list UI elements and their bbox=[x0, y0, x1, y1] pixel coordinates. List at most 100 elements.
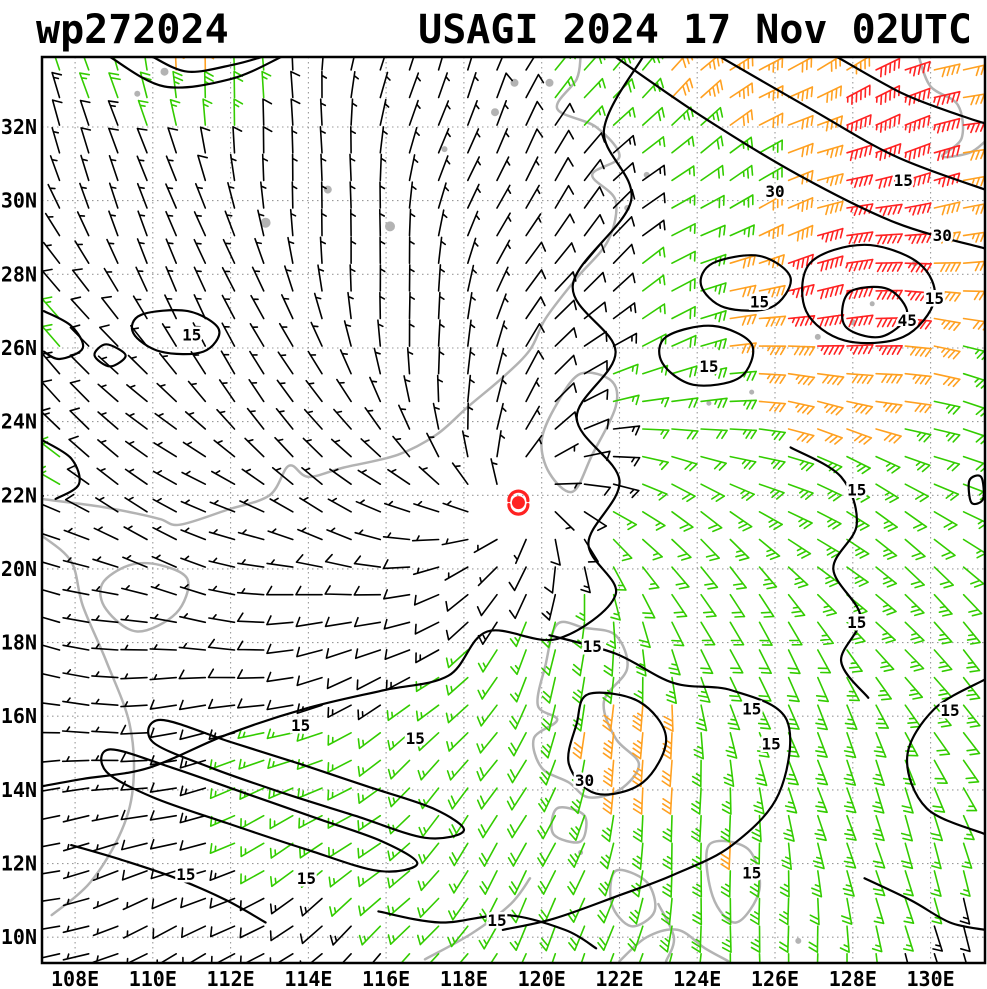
wind-barb bbox=[152, 470, 177, 485]
wind-barb bbox=[237, 698, 265, 709]
wind-barb bbox=[962, 345, 985, 361]
wind-barb bbox=[962, 290, 985, 301]
wind-barb bbox=[320, 153, 327, 182]
axis-tick-label: 126E bbox=[751, 967, 799, 989]
wind-barb bbox=[758, 649, 772, 674]
wind-barb bbox=[473, 538, 498, 554]
wind-barb bbox=[137, 99, 149, 126]
wind-barb bbox=[42, 702, 61, 706]
wind-barb bbox=[496, 156, 511, 182]
wind-barb bbox=[721, 787, 732, 815]
wind-barb bbox=[135, 266, 148, 292]
wind-barb bbox=[962, 64, 985, 77]
wind-barb bbox=[729, 254, 756, 269]
wind-barb bbox=[729, 538, 750, 562]
wind-barb bbox=[521, 953, 527, 963]
wind-barb bbox=[64, 493, 90, 513]
wind-barb bbox=[729, 621, 745, 646]
axis-tick-label: 10N bbox=[1, 925, 37, 949]
wind-barb bbox=[62, 953, 90, 961]
wind-barb bbox=[207, 698, 236, 710]
wind-barb bbox=[904, 593, 925, 617]
island-dot bbox=[869, 301, 875, 307]
wind-barb bbox=[642, 219, 666, 237]
wind-barb bbox=[933, 483, 960, 501]
wind-barb bbox=[149, 613, 177, 624]
wind-barb bbox=[507, 759, 527, 784]
wind-barb bbox=[700, 164, 725, 182]
wind-barb bbox=[817, 314, 845, 328]
wind-barb bbox=[580, 566, 591, 594]
wind-barb bbox=[467, 237, 479, 264]
wind-barb bbox=[61, 726, 90, 734]
wind-barb bbox=[239, 499, 265, 513]
wind-barb bbox=[700, 338, 727, 351]
wind-barb bbox=[962, 372, 985, 389]
wind-barb bbox=[169, 99, 181, 126]
isotach-contour bbox=[147, 718, 465, 840]
axis-tick-label: 20N bbox=[1, 557, 37, 581]
wind-barb bbox=[417, 759, 440, 781]
wind-barb bbox=[962, 428, 985, 445]
wind-barb bbox=[875, 455, 901, 474]
wind-barb bbox=[725, 732, 738, 759]
wind-barb bbox=[437, 72, 450, 99]
wind-barb bbox=[327, 787, 352, 801]
wind-barb bbox=[319, 98, 327, 126]
wind-barb bbox=[251, 266, 265, 292]
island-dot bbox=[795, 937, 802, 944]
wind-barb bbox=[62, 697, 90, 706]
wind-barb bbox=[123, 525, 148, 541]
wind-barb bbox=[353, 616, 382, 628]
wind-barb bbox=[269, 842, 294, 859]
wind-barb bbox=[179, 729, 207, 741]
wind-barb bbox=[671, 566, 690, 590]
wind-barb bbox=[846, 455, 871, 475]
wind-barb bbox=[179, 584, 207, 596]
wind-barb bbox=[139, 71, 152, 99]
wind-barb bbox=[284, 265, 294, 292]
wind-barb bbox=[227, 182, 236, 209]
wind-barb bbox=[875, 143, 902, 161]
wind-barb bbox=[476, 787, 498, 810]
wind-barb bbox=[875, 233, 903, 245]
wind-barb bbox=[583, 360, 608, 375]
wind-barb bbox=[933, 290, 962, 302]
wind-barb bbox=[207, 638, 236, 651]
wind-barb bbox=[417, 953, 440, 963]
wind-barb bbox=[398, 404, 411, 430]
wind-barb bbox=[333, 408, 352, 430]
wind-barb bbox=[817, 200, 844, 216]
wind-barb bbox=[357, 469, 382, 485]
wind-barb bbox=[872, 787, 885, 814]
wind-barb bbox=[417, 925, 440, 946]
wind-barb bbox=[413, 593, 440, 606]
axis-tick-label: 118E bbox=[440, 967, 488, 989]
wind-barb bbox=[904, 372, 932, 385]
contour-label: 15 bbox=[176, 865, 195, 884]
wind-barb bbox=[537, 814, 557, 840]
wind-barb bbox=[786, 704, 800, 730]
wind-barb bbox=[287, 236, 295, 264]
wind-barb bbox=[328, 842, 352, 858]
island-dot bbox=[441, 146, 448, 153]
wind-barb bbox=[96, 467, 119, 485]
wind-barb bbox=[875, 173, 903, 189]
wind-barb bbox=[661, 759, 673, 788]
wind-barb bbox=[97, 411, 119, 430]
wind-barb bbox=[758, 566, 778, 590]
wind-barb bbox=[583, 132, 606, 154]
wind-barb bbox=[274, 436, 294, 458]
wind-barb bbox=[237, 529, 265, 541]
wind-barb bbox=[122, 555, 148, 568]
wind-barb bbox=[554, 184, 575, 209]
wind-barb bbox=[845, 258, 874, 272]
wind-barb bbox=[583, 214, 605, 237]
wind-barb bbox=[962, 400, 985, 417]
wind-barb bbox=[496, 375, 507, 403]
wind-barb bbox=[97, 383, 119, 403]
wind-barb bbox=[842, 870, 855, 897]
island-dot bbox=[491, 108, 499, 117]
wind-barb bbox=[933, 759, 948, 784]
wind-barb bbox=[42, 323, 61, 347]
